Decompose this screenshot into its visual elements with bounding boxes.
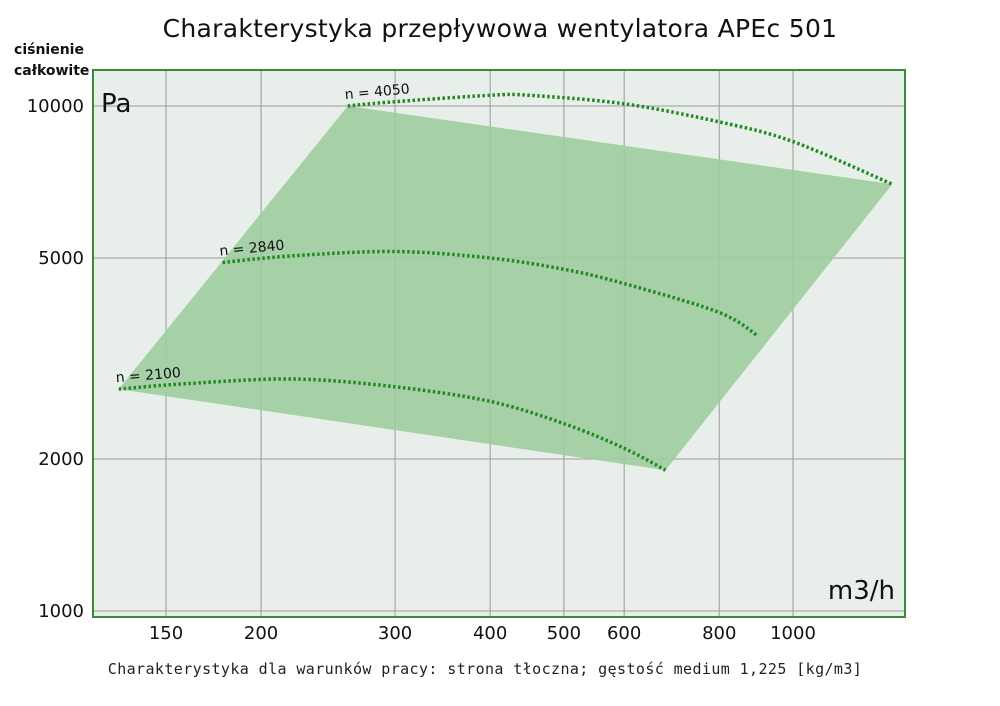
chart-caption: Charakterystyka dla warunków pracy: stro…	[107, 660, 863, 678]
y-unit-label: Pa	[101, 89, 131, 119]
speed-curve	[222, 249, 760, 338]
speed-curve	[118, 377, 667, 472]
y-tick-label: 10000	[27, 96, 84, 117]
y-tick-label: 1000	[38, 601, 84, 622]
x-tick-label: 300	[378, 623, 412, 644]
y-tick-labels: 1000 2000 5000 10000	[27, 96, 84, 622]
y-tick-label: 5000	[38, 248, 84, 269]
x-tick-label: 200	[244, 623, 278, 644]
speed-curve	[347, 92, 893, 186]
curve-label: n = 2840	[219, 238, 285, 260]
x-tick-labels: 150 200 300 400 500 600 800 1000	[149, 623, 816, 644]
x-tick-label: 800	[702, 623, 736, 644]
chart-title: Charakterystyka przepływowa wentylatora …	[162, 14, 838, 43]
x-tick-label: 150	[149, 623, 183, 644]
curve-label: n = 4050	[344, 81, 410, 103]
x-unit-label: m3/h	[828, 576, 895, 606]
curves: n = 4050 n = 2840 n = 2100	[115, 81, 893, 472]
operating-area	[118, 106, 893, 471]
x-tick-label: 600	[607, 623, 641, 644]
x-tick-label: 400	[473, 623, 507, 644]
y-tick-label: 2000	[38, 449, 84, 470]
x-tick-label: 500	[547, 623, 581, 644]
y-axis-label: ciśnienie całkowite	[14, 42, 90, 79]
plot-frame	[92, 69, 906, 618]
curve-label: n = 2100	[115, 365, 181, 386]
x-tick-label: 1000	[770, 623, 816, 644]
